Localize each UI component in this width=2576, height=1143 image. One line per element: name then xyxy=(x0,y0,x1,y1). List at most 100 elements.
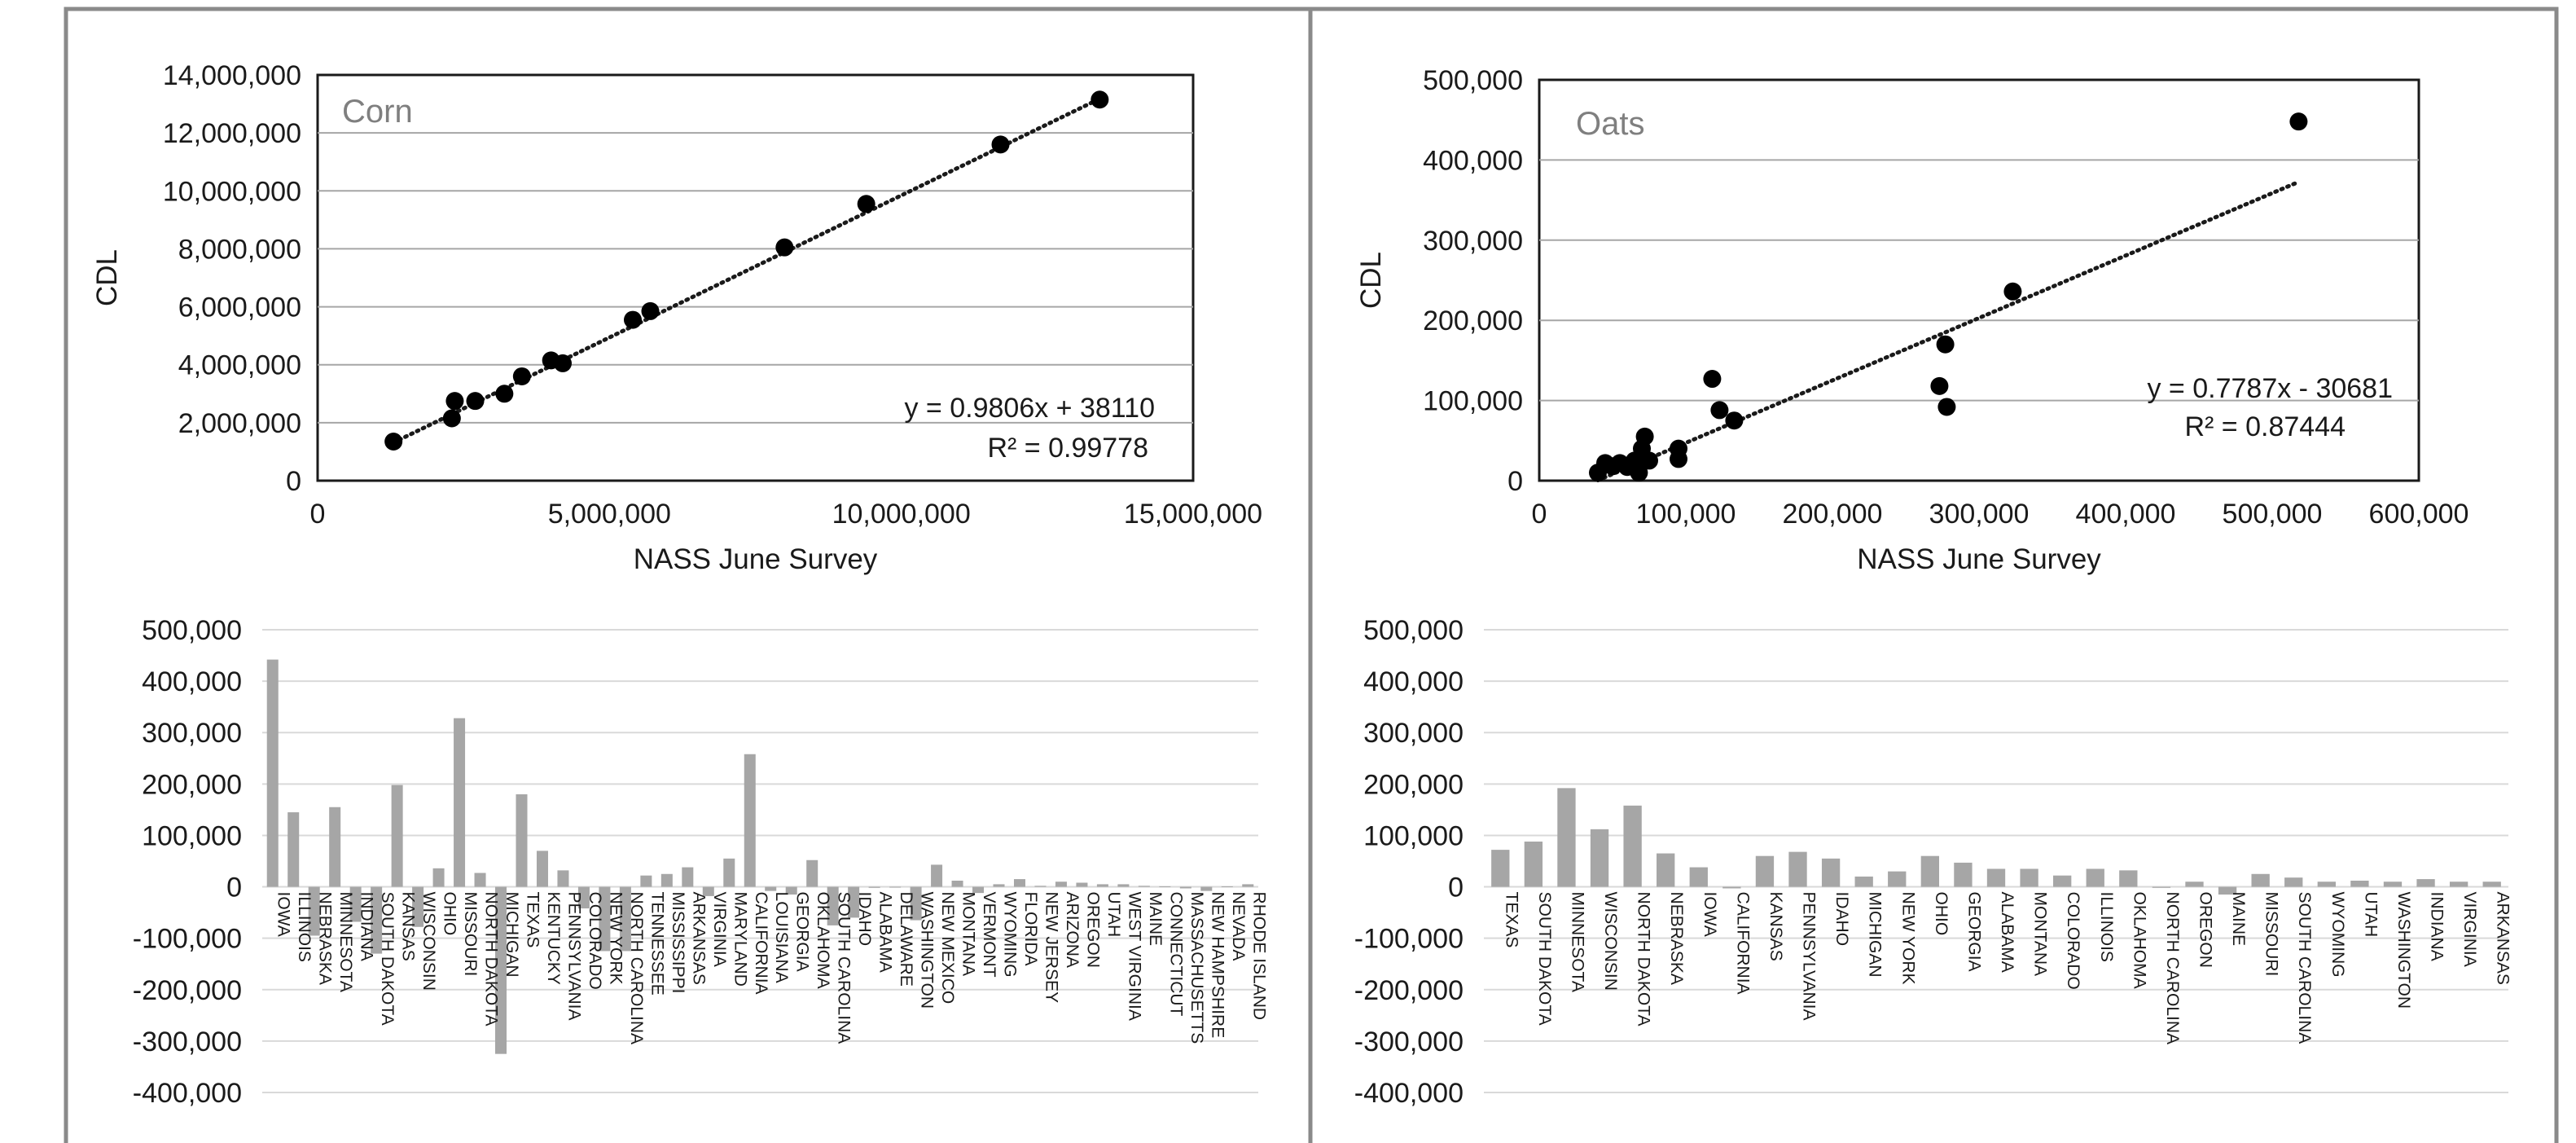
oats-y-axis-label: CDL xyxy=(1355,252,1387,309)
corn-bars-category-label: MINNESOTA xyxy=(336,892,355,992)
corn-data-point xyxy=(495,385,514,403)
oats-bars-category-label: IOWA xyxy=(1701,892,1719,937)
corn-y-tick-label: 14,000,000 xyxy=(163,60,301,91)
corn-trendline-equation: y = 0.9806x + 38110 xyxy=(904,393,1155,424)
corn-y-tick-label: 0 xyxy=(286,466,301,497)
oats-bars-bar xyxy=(2416,879,2435,887)
corn-bars-category-label: KANSAS xyxy=(399,892,418,961)
corn-bars-category-label: FLORIDA xyxy=(1021,892,1040,966)
corn-bars-bar xyxy=(640,875,652,887)
corn-bars-category-label: NEW YORK xyxy=(606,892,625,985)
corn-bars-bar xyxy=(266,659,279,887)
oats-bars-bar xyxy=(1689,867,1708,887)
oats-x-tick-label: 200,000 xyxy=(1783,499,1883,530)
oats-x-tick-label: 100,000 xyxy=(1636,499,1736,530)
oats-bars-category-label: MAINE xyxy=(2229,892,2248,947)
oats-bars-category-label: OKLAHOMA xyxy=(2130,892,2148,989)
oats-bars-category-label: SOUTH DAKOTA xyxy=(1535,892,1554,1026)
oats-y-tick-label: 500,000 xyxy=(1423,65,1523,96)
oats-bars-bar xyxy=(1491,850,1510,887)
oats-bars-bar xyxy=(2185,881,2204,887)
corn-bars-bar xyxy=(889,886,902,888)
oats-bars-category-label: MISSOURI xyxy=(2262,892,2281,977)
corn-bars-y-tick-label: -200,000 xyxy=(133,975,242,1006)
corn-data-point xyxy=(466,392,485,411)
oats-x-axis-label: NASS June Survey xyxy=(1857,543,2101,575)
oats-bars-category-label: UTAH xyxy=(2361,892,2380,938)
corn-bars-category-label: NEW MEXICO xyxy=(938,892,957,1005)
corn-bars-y-tick-label: 300,000 xyxy=(142,718,242,749)
oats-y-tick-label: 400,000 xyxy=(1423,145,1523,176)
oats-bars-bar xyxy=(2449,881,2468,887)
corn-bars-bar xyxy=(660,873,673,887)
corn-bars-y-tick-label: -400,000 xyxy=(133,1078,242,1109)
corn-bars-category-label: WASHINGTON xyxy=(918,892,937,1009)
oats-bars-y-tick-label: 300,000 xyxy=(1363,718,1464,749)
oats-bars-bar xyxy=(2218,886,2237,895)
corn-bars-category-label: NORTH DAKOTA xyxy=(482,892,501,1027)
corn-bars-bar xyxy=(1076,882,1088,887)
oats-data-point xyxy=(1725,411,1744,430)
corn-bars-bar xyxy=(536,851,548,887)
corn-data-point xyxy=(991,135,1010,154)
corn-bars-bar xyxy=(785,886,797,895)
corn-bars-y-tick-label: 0 xyxy=(226,873,242,903)
oats-bars-category-label: ARKANSAS xyxy=(2494,892,2512,985)
corn-bars-category-label: ARKANSAS xyxy=(689,892,708,985)
corn-bars-bar xyxy=(474,873,486,887)
corn-bars-category-label: GEORGIA xyxy=(793,892,812,972)
oats-data-point xyxy=(1937,398,1956,416)
oats-bars-bar xyxy=(2086,868,2104,887)
corn-bars-category-label: WEST VIRGINIA xyxy=(1125,892,1143,1021)
oats-bars-category-label: COLORADO xyxy=(2064,892,2082,990)
corn-bars-category-label: MISSISSIPPI xyxy=(669,892,687,994)
corn-x-tick-label: 5,000,000 xyxy=(548,499,671,530)
corn-bars-category-label: CALIFORNIA xyxy=(752,892,770,995)
oats-bars-bar xyxy=(2053,875,2072,887)
oats-bars-bar xyxy=(2152,886,2171,888)
corn-bars-category-label: WISCONSIN xyxy=(419,892,438,991)
corn-difference-bar-chart: -400,000 -300,000 -200,000 -100,000 0 100,000… xyxy=(133,615,1268,1109)
corn-bars-category-label: INDIANA xyxy=(358,892,376,961)
corn-bars-category-label: SOUTH DAKOTA xyxy=(378,892,397,1026)
corn-bars-bar xyxy=(848,886,860,918)
corn-bars-bar xyxy=(287,812,300,887)
corn-bars-category-label: SOUTH CAROLINA xyxy=(835,892,854,1044)
corn-bars-bar xyxy=(682,867,694,887)
oats-x-tick-label: 300,000 xyxy=(1929,499,2030,530)
corn-bars-category-label: NEW HAMPSHIRE xyxy=(1208,892,1227,1039)
corn-bars-category-label: OREGON xyxy=(1083,892,1102,968)
corn-bars-category-label: IOWA xyxy=(274,892,293,937)
corn-bars-bar xyxy=(412,886,424,927)
oats-bars-y-tick-label: 0 xyxy=(1448,873,1464,903)
corn-bars-bar xyxy=(495,886,507,1054)
corn-bars-bar xyxy=(806,859,818,887)
corn-bars-category-label: NEVADA xyxy=(1229,892,1248,961)
corn-bars-category-label: MASSACHUSETTS xyxy=(1187,892,1206,1044)
oats-y-tick-label: 200,000 xyxy=(1423,306,1523,336)
corn-bars-category-label: WYOMING xyxy=(1001,892,1020,978)
oats-bars-category-label: NORTH DAKOTA xyxy=(1635,892,1653,1027)
corn-data-point xyxy=(641,301,660,320)
oats-bars-bar xyxy=(1788,851,1807,887)
oats-bars-bar xyxy=(1755,855,1775,887)
corn-y-tick-label: 6,000,000 xyxy=(178,292,301,323)
oats-bars-category-label: OHIO xyxy=(1932,892,1951,936)
oats-plot-area xyxy=(1538,78,2420,482)
oats-bars-bar xyxy=(2350,880,2369,887)
corn-bars-category-label: KENTUCKY xyxy=(544,892,563,985)
corn-y-tick-label: 10,000,000 xyxy=(163,176,301,207)
oats-data-point xyxy=(1630,464,1648,482)
corn-bars-bar xyxy=(432,868,445,887)
oats-bars-category-label: GEORGIA xyxy=(1964,892,1983,972)
oats-bars-category-label: VIRGINIA xyxy=(2460,892,2479,967)
corn-bars-y-tick-label: 200,000 xyxy=(142,769,242,800)
corn-data-point xyxy=(1091,90,1109,109)
oats-y-tick-label: 0 xyxy=(1507,466,1523,497)
corn-bars-bar xyxy=(972,886,985,894)
oats-bars-bar xyxy=(1623,805,1642,887)
corn-x-tick-label: 0 xyxy=(310,499,326,530)
corn-bars-bar xyxy=(619,886,631,952)
panel-right-border xyxy=(1308,7,2559,1143)
oats-bars-bar xyxy=(2482,881,2501,887)
